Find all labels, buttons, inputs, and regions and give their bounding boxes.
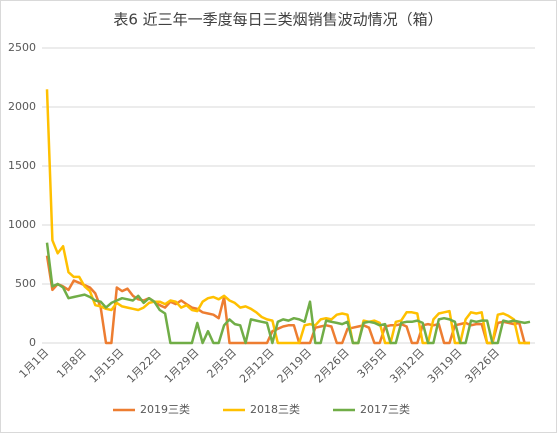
- y-tick-label: 1000: [8, 218, 36, 231]
- legend-label: 2019三类: [140, 402, 190, 416]
- series-line: [45, 89, 530, 345]
- y-tick-label: 2500: [8, 41, 36, 54]
- legend-label: 2017三类: [360, 402, 410, 416]
- y-tick-label: 500: [15, 277, 36, 290]
- series-line: [45, 242, 531, 345]
- y-tick-label: 1500: [8, 159, 36, 172]
- chart-title: 表6 近三年一季度每日三类烟销售波动情况（箱）: [113, 11, 442, 29]
- y-tick-label: 2000: [8, 100, 36, 113]
- legend-label: 2018三类: [250, 402, 300, 416]
- series-line: [45, 255, 530, 345]
- y-tick-label: 0: [29, 336, 36, 349]
